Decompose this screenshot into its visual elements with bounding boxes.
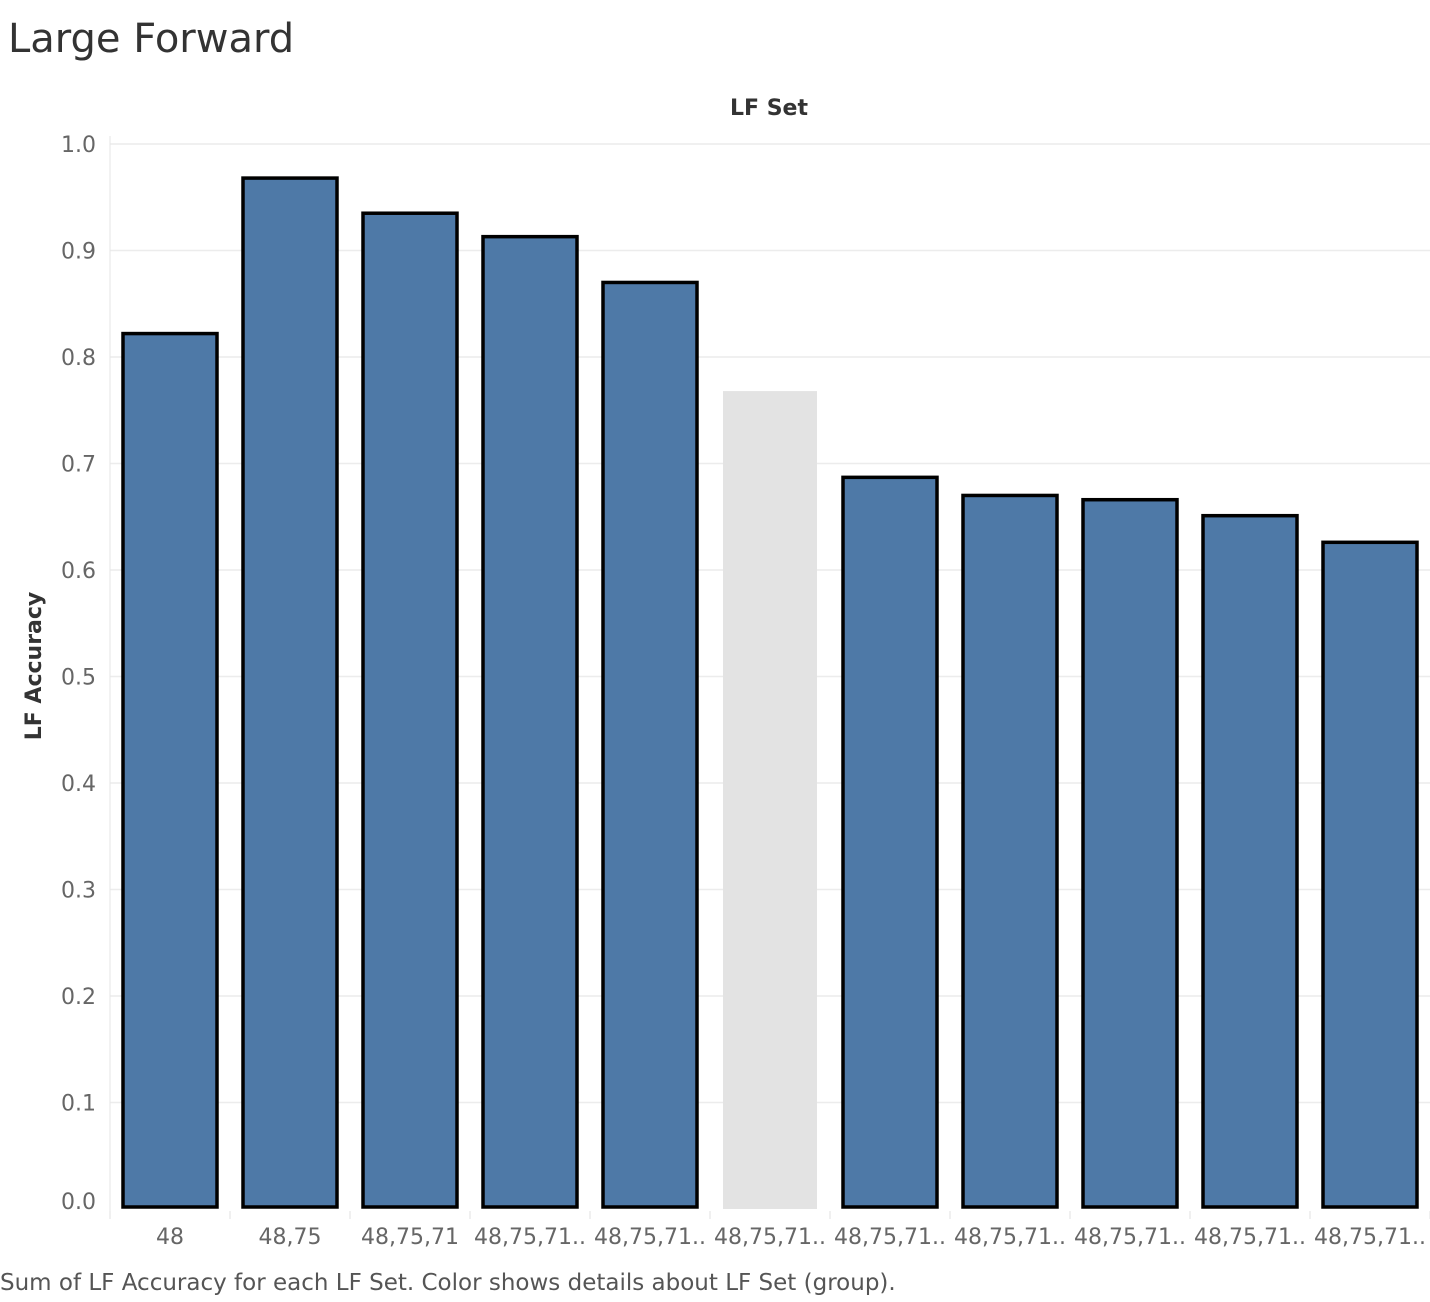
y-tick-label: 0.3: [61, 879, 96, 904]
bar[interactable]: [1081, 497, 1179, 1209]
chart-title: Large Forward: [8, 16, 295, 62]
x-tick-label: 48,75,71..: [834, 1225, 946, 1250]
x-tick-label: 48,75,71..: [474, 1225, 586, 1250]
y-tick-label: 0.6: [61, 559, 96, 584]
x-tick-label: 48: [156, 1225, 184, 1250]
y-axis: 0.0 0.1 0.2 0.3 0.4 0.5 0.6 0.7 0.8 0.9 1.0: [61, 133, 111, 1219]
x-axis-title: LF Set: [730, 96, 808, 121]
x-tick-label: 48,75,71..: [954, 1225, 1066, 1250]
bar[interactable]: [361, 211, 459, 1209]
x-tick-label: 48,75: [259, 1225, 322, 1250]
y-tick-label: 1.0: [61, 133, 96, 158]
y-tick-label: 0.8: [61, 346, 96, 371]
bar[interactable]: [841, 475, 939, 1209]
chart-caption: Sum of LF Accuracy for each LF Set. Colo…: [0, 1270, 896, 1296]
x-tick-label: 48,75,71..: [1194, 1225, 1306, 1250]
x-tick-label: 48,75,71..: [1314, 1225, 1426, 1250]
bar[interactable]: [1321, 540, 1419, 1209]
y-tick-label: 0.9: [61, 240, 96, 265]
bar[interactable]: [121, 331, 219, 1209]
bar[interactable]: [601, 280, 699, 1209]
y-tick-label: 0.0: [61, 1190, 96, 1215]
x-tick-label: 48,75,71..: [714, 1225, 826, 1250]
y-tick-label: 0.7: [61, 453, 96, 478]
bar[interactable]: [241, 176, 339, 1209]
bar[interactable]: [481, 234, 579, 1209]
y-tick-label: 0.1: [61, 1092, 96, 1117]
bars: [121, 176, 1419, 1210]
x-axis: 48 48,75 48,75,71 48,75,71.. 48,75,71.. 48,75…: [109, 1211, 1430, 1250]
bar[interactable]: [961, 493, 1059, 1209]
x-tick-label: 48,75,71: [361, 1225, 459, 1250]
y-tick-label: 0.5: [61, 666, 96, 691]
y-axis-title: LF Accuracy: [22, 592, 47, 741]
x-tick-label: 48,75,71..: [594, 1225, 706, 1250]
x-tick-label: 48,75,71..: [1074, 1225, 1186, 1250]
y-tick-label: 0.2: [61, 985, 96, 1010]
bar[interactable]: [723, 391, 817, 1210]
y-tick-label: 0.4: [61, 772, 96, 797]
bar[interactable]: [1201, 513, 1299, 1209]
